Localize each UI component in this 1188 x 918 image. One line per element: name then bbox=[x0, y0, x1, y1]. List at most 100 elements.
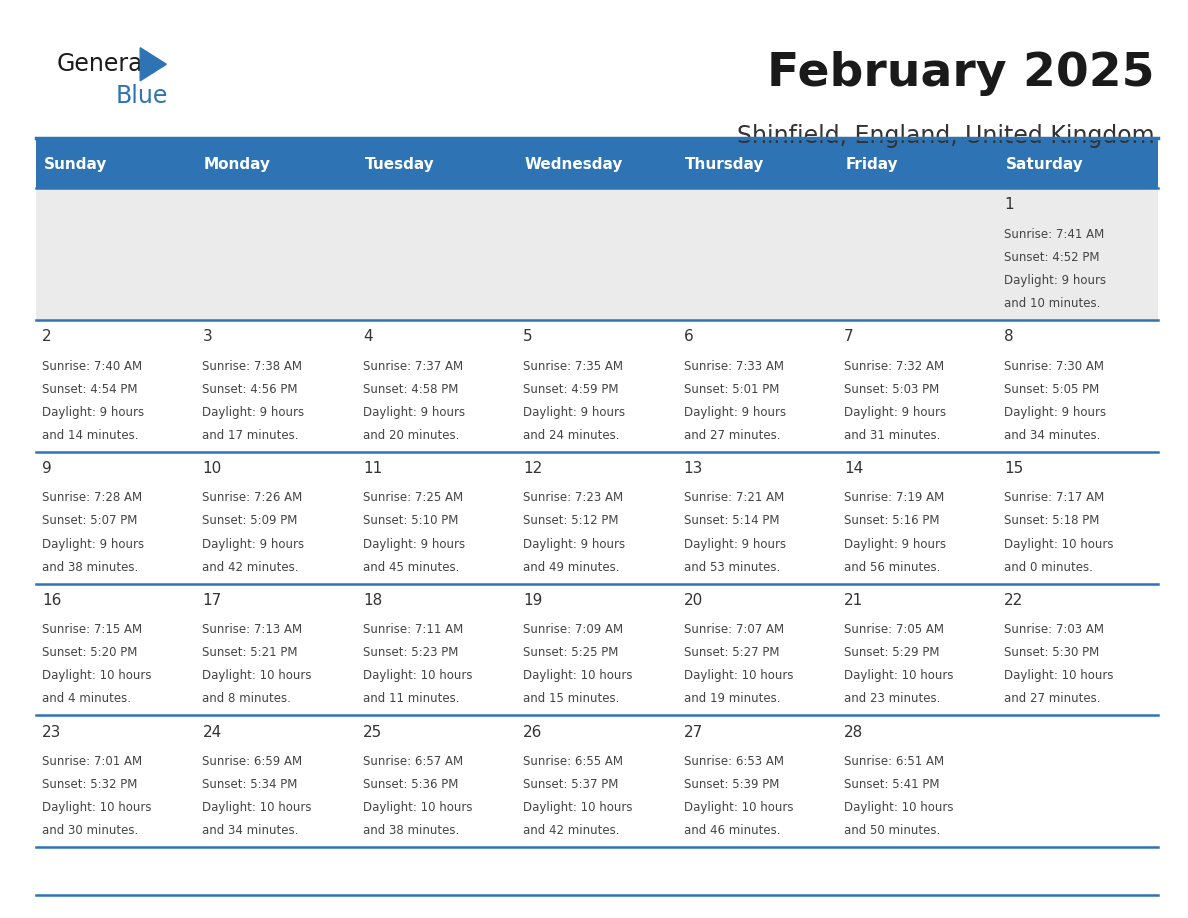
Text: Sunrise: 7:30 AM: Sunrise: 7:30 AM bbox=[1004, 360, 1105, 373]
Text: Sunrise: 7:28 AM: Sunrise: 7:28 AM bbox=[42, 491, 143, 504]
Text: Sunset: 5:27 PM: Sunset: 5:27 PM bbox=[683, 646, 779, 659]
Text: 23: 23 bbox=[42, 724, 62, 740]
Text: Daylight: 10 hours: Daylight: 10 hours bbox=[523, 669, 633, 682]
Text: Sunset: 5:12 PM: Sunset: 5:12 PM bbox=[523, 514, 619, 528]
Text: Sunrise: 7:26 AM: Sunrise: 7:26 AM bbox=[202, 491, 303, 504]
Text: 17: 17 bbox=[202, 593, 222, 608]
Text: Daylight: 10 hours: Daylight: 10 hours bbox=[42, 801, 152, 814]
Text: Sunrise: 6:55 AM: Sunrise: 6:55 AM bbox=[523, 755, 624, 768]
Text: 26: 26 bbox=[523, 724, 543, 740]
Text: and 14 minutes.: and 14 minutes. bbox=[42, 429, 139, 442]
Text: Sunrise: 7:40 AM: Sunrise: 7:40 AM bbox=[42, 360, 143, 373]
Text: Daylight: 10 hours: Daylight: 10 hours bbox=[1004, 538, 1114, 551]
Text: and 23 minutes.: and 23 minutes. bbox=[843, 692, 941, 705]
Text: and 8 minutes.: and 8 minutes. bbox=[202, 692, 291, 705]
Text: and 49 minutes.: and 49 minutes. bbox=[523, 561, 620, 574]
Text: Daylight: 10 hours: Daylight: 10 hours bbox=[362, 801, 473, 814]
Text: Sunset: 4:58 PM: Sunset: 4:58 PM bbox=[362, 383, 459, 396]
Text: 22: 22 bbox=[1004, 593, 1024, 608]
Text: Daylight: 10 hours: Daylight: 10 hours bbox=[683, 669, 794, 682]
Text: Daylight: 9 hours: Daylight: 9 hours bbox=[843, 538, 946, 551]
Text: Sunrise: 7:01 AM: Sunrise: 7:01 AM bbox=[42, 755, 143, 768]
Text: 9: 9 bbox=[42, 461, 52, 476]
Text: Daylight: 10 hours: Daylight: 10 hours bbox=[683, 801, 794, 814]
Text: and 31 minutes.: and 31 minutes. bbox=[843, 429, 941, 442]
Text: 12: 12 bbox=[523, 461, 543, 476]
Text: 28: 28 bbox=[843, 724, 864, 740]
Text: Sunrise: 6:53 AM: Sunrise: 6:53 AM bbox=[683, 755, 784, 768]
Text: and 53 minutes.: and 53 minutes. bbox=[683, 561, 779, 574]
Text: Blue: Blue bbox=[115, 84, 168, 108]
Text: Sunrise: 7:19 AM: Sunrise: 7:19 AM bbox=[843, 491, 944, 504]
Text: 8: 8 bbox=[1004, 330, 1015, 344]
Text: Sunrise: 7:33 AM: Sunrise: 7:33 AM bbox=[683, 360, 784, 373]
Text: Sunset: 5:23 PM: Sunset: 5:23 PM bbox=[362, 646, 459, 659]
Text: Daylight: 10 hours: Daylight: 10 hours bbox=[202, 669, 312, 682]
Text: and 4 minutes.: and 4 minutes. bbox=[42, 692, 131, 705]
Text: Thursday: Thursday bbox=[685, 157, 765, 172]
Text: Sunrise: 7:05 AM: Sunrise: 7:05 AM bbox=[843, 623, 944, 636]
Text: Tuesday: Tuesday bbox=[365, 157, 434, 172]
Text: Sunset: 5:09 PM: Sunset: 5:09 PM bbox=[202, 514, 298, 528]
Text: Sunset: 5:30 PM: Sunset: 5:30 PM bbox=[1004, 646, 1100, 659]
Text: Daylight: 9 hours: Daylight: 9 hours bbox=[843, 406, 946, 419]
Text: Sunrise: 7:15 AM: Sunrise: 7:15 AM bbox=[42, 623, 143, 636]
Text: Sunset: 5:36 PM: Sunset: 5:36 PM bbox=[362, 778, 459, 791]
Text: and 45 minutes.: and 45 minutes. bbox=[362, 561, 460, 574]
Text: Sunset: 5:21 PM: Sunset: 5:21 PM bbox=[202, 646, 298, 659]
Text: 5: 5 bbox=[523, 330, 533, 344]
Text: Sunset: 5:41 PM: Sunset: 5:41 PM bbox=[843, 778, 940, 791]
Text: Sunset: 5:29 PM: Sunset: 5:29 PM bbox=[843, 646, 940, 659]
Text: Sunrise: 6:57 AM: Sunrise: 6:57 AM bbox=[362, 755, 463, 768]
Text: Sunset: 5:18 PM: Sunset: 5:18 PM bbox=[1004, 514, 1100, 528]
Text: Daylight: 9 hours: Daylight: 9 hours bbox=[1004, 274, 1106, 287]
Text: and 42 minutes.: and 42 minutes. bbox=[523, 824, 620, 837]
Text: and 15 minutes.: and 15 minutes. bbox=[523, 692, 620, 705]
Text: Daylight: 9 hours: Daylight: 9 hours bbox=[42, 538, 144, 551]
Text: Daylight: 9 hours: Daylight: 9 hours bbox=[202, 406, 304, 419]
Text: 10: 10 bbox=[202, 461, 222, 476]
Text: Sunset: 4:54 PM: Sunset: 4:54 PM bbox=[42, 383, 138, 396]
Text: Sunset: 5:37 PM: Sunset: 5:37 PM bbox=[523, 778, 619, 791]
Text: 14: 14 bbox=[843, 461, 864, 476]
Text: Daylight: 9 hours: Daylight: 9 hours bbox=[523, 406, 625, 419]
Text: Sunrise: 7:32 AM: Sunrise: 7:32 AM bbox=[843, 360, 944, 373]
Text: 18: 18 bbox=[362, 593, 383, 608]
Text: Sunset: 5:10 PM: Sunset: 5:10 PM bbox=[362, 514, 459, 528]
Text: and 38 minutes.: and 38 minutes. bbox=[42, 561, 138, 574]
Text: and 20 minutes.: and 20 minutes. bbox=[362, 429, 460, 442]
Text: 27: 27 bbox=[683, 724, 703, 740]
Text: Sunrise: 6:51 AM: Sunrise: 6:51 AM bbox=[843, 755, 944, 768]
Text: February 2025: February 2025 bbox=[767, 50, 1155, 96]
Text: Sunset: 5:20 PM: Sunset: 5:20 PM bbox=[42, 646, 138, 659]
Text: and 42 minutes.: and 42 minutes. bbox=[202, 561, 299, 574]
Text: Sunrise: 7:03 AM: Sunrise: 7:03 AM bbox=[1004, 623, 1105, 636]
Text: Daylight: 10 hours: Daylight: 10 hours bbox=[1004, 669, 1114, 682]
Text: Sunset: 5:14 PM: Sunset: 5:14 PM bbox=[683, 514, 779, 528]
Text: Daylight: 9 hours: Daylight: 9 hours bbox=[362, 538, 465, 551]
Text: Daylight: 9 hours: Daylight: 9 hours bbox=[683, 406, 785, 419]
Text: Daylight: 10 hours: Daylight: 10 hours bbox=[42, 669, 152, 682]
Text: 21: 21 bbox=[843, 593, 864, 608]
Text: Sunset: 4:52 PM: Sunset: 4:52 PM bbox=[1004, 251, 1100, 263]
Text: Sunrise: 7:17 AM: Sunrise: 7:17 AM bbox=[1004, 491, 1105, 504]
Text: 20: 20 bbox=[683, 593, 703, 608]
Text: and 27 minutes.: and 27 minutes. bbox=[683, 429, 781, 442]
Text: Sunrise: 7:07 AM: Sunrise: 7:07 AM bbox=[683, 623, 784, 636]
Text: Sunset: 5:01 PM: Sunset: 5:01 PM bbox=[683, 383, 779, 396]
Text: Wednesday: Wednesday bbox=[525, 157, 624, 172]
Text: Saturday: Saturday bbox=[1006, 157, 1083, 172]
Text: 24: 24 bbox=[202, 724, 222, 740]
Text: 6: 6 bbox=[683, 330, 694, 344]
Text: 15: 15 bbox=[1004, 461, 1024, 476]
Text: Friday: Friday bbox=[846, 157, 898, 172]
Text: Sunrise: 7:21 AM: Sunrise: 7:21 AM bbox=[683, 491, 784, 504]
Text: Sunrise: 7:37 AM: Sunrise: 7:37 AM bbox=[362, 360, 463, 373]
Text: Shinfield, England, United Kingdom: Shinfield, England, United Kingdom bbox=[737, 124, 1155, 148]
Text: Sunrise: 6:59 AM: Sunrise: 6:59 AM bbox=[202, 755, 303, 768]
Text: Sunday: Sunday bbox=[44, 157, 107, 172]
Text: 19: 19 bbox=[523, 593, 543, 608]
Text: and 38 minutes.: and 38 minutes. bbox=[362, 824, 459, 837]
Text: and 46 minutes.: and 46 minutes. bbox=[683, 824, 781, 837]
Text: 11: 11 bbox=[362, 461, 383, 476]
